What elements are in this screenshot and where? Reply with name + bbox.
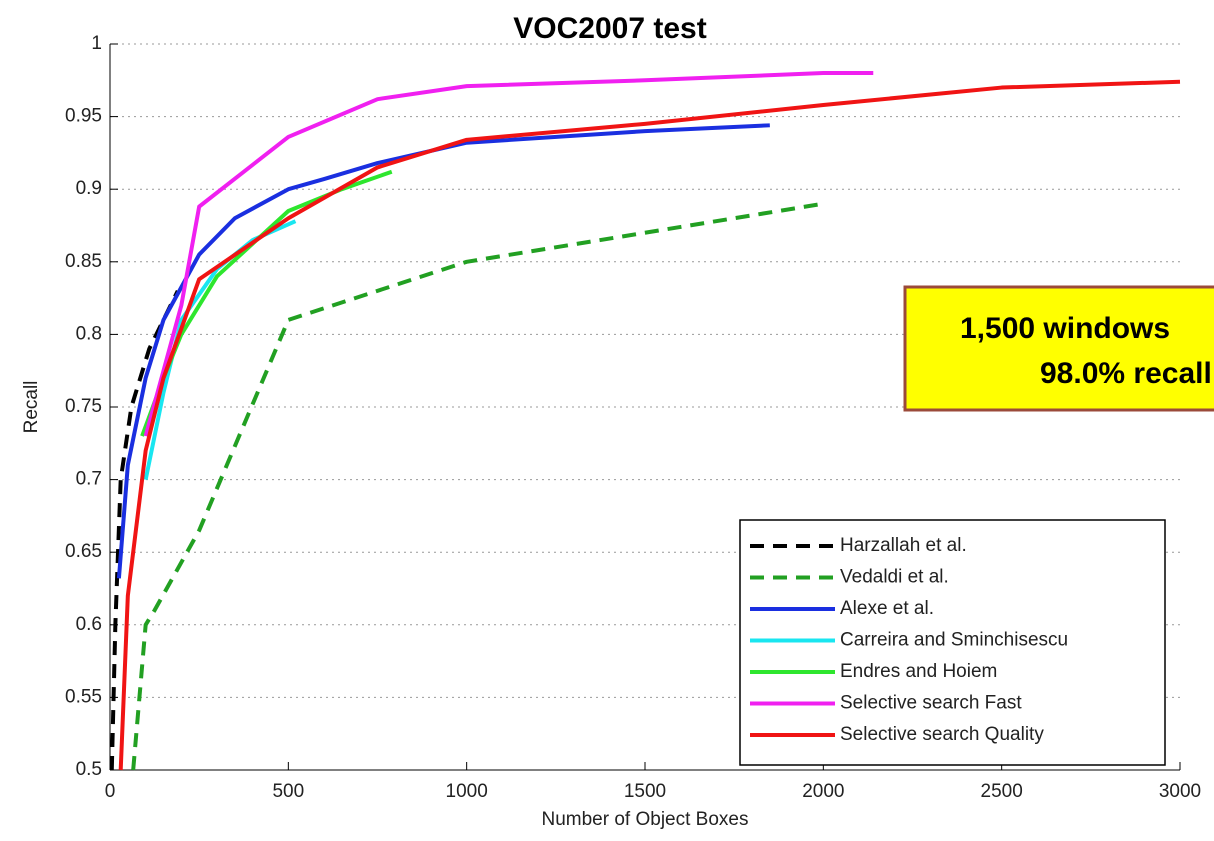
series-line bbox=[131, 201, 824, 771]
x-tick-label: 3000 bbox=[1159, 781, 1201, 802]
legend-label: Carreira and Sminchisescu bbox=[840, 630, 1068, 651]
x-tick-label: 2000 bbox=[802, 781, 844, 802]
x-tick-label: 0 bbox=[105, 781, 116, 802]
series-line bbox=[118, 79, 1181, 771]
chart-title: VOC2007 test bbox=[513, 12, 706, 45]
y-tick-label: 0.95 bbox=[65, 106, 102, 127]
y-tick-label: 0.5 bbox=[76, 759, 102, 780]
y-tick-label: 0.8 bbox=[76, 323, 102, 344]
legend-label: Vedaldi et al. bbox=[840, 567, 949, 588]
legend-label: Harzallah et al. bbox=[840, 535, 967, 556]
legend-label: Endres and Hoiem bbox=[840, 661, 997, 682]
y-tick-label: 0.85 bbox=[65, 251, 102, 272]
legend-label: Selective search Quality bbox=[840, 724, 1044, 745]
y-tick-label: 0.55 bbox=[65, 686, 102, 707]
y-tick-label: 0.9 bbox=[76, 178, 102, 199]
x-tick-label: 2500 bbox=[981, 781, 1023, 802]
y-tick-label: 1 bbox=[91, 33, 102, 54]
legend-label: Selective search Fast bbox=[840, 693, 1022, 714]
y-tick-label: 0.7 bbox=[76, 469, 102, 490]
y-tick-label: 0.6 bbox=[76, 614, 102, 635]
legend: Harzallah et al. Vedaldi et al. Alexe et a… bbox=[739, 519, 1166, 766]
legend-label: Alexe et al. bbox=[840, 598, 934, 619]
series-line bbox=[116, 123, 770, 579]
annotation-text: 1,500 windows bbox=[960, 312, 1170, 345]
x-tick-label: 1500 bbox=[624, 781, 666, 802]
annotation-text: 98.0% recall bbox=[1040, 357, 1212, 390]
y-tick-label: 0.75 bbox=[65, 396, 102, 417]
series-line bbox=[140, 169, 393, 437]
y-tick-label: 0.65 bbox=[65, 541, 102, 562]
series-line bbox=[109, 289, 180, 771]
series-line bbox=[143, 71, 874, 437]
annotation-box bbox=[903, 285, 1214, 412]
x-tick-label: 500 bbox=[272, 781, 304, 802]
x-tick-label: 1000 bbox=[446, 781, 488, 802]
y-axis-label: Recall bbox=[21, 381, 42, 434]
x-axis-label: Number of Object Boxes bbox=[542, 809, 749, 830]
